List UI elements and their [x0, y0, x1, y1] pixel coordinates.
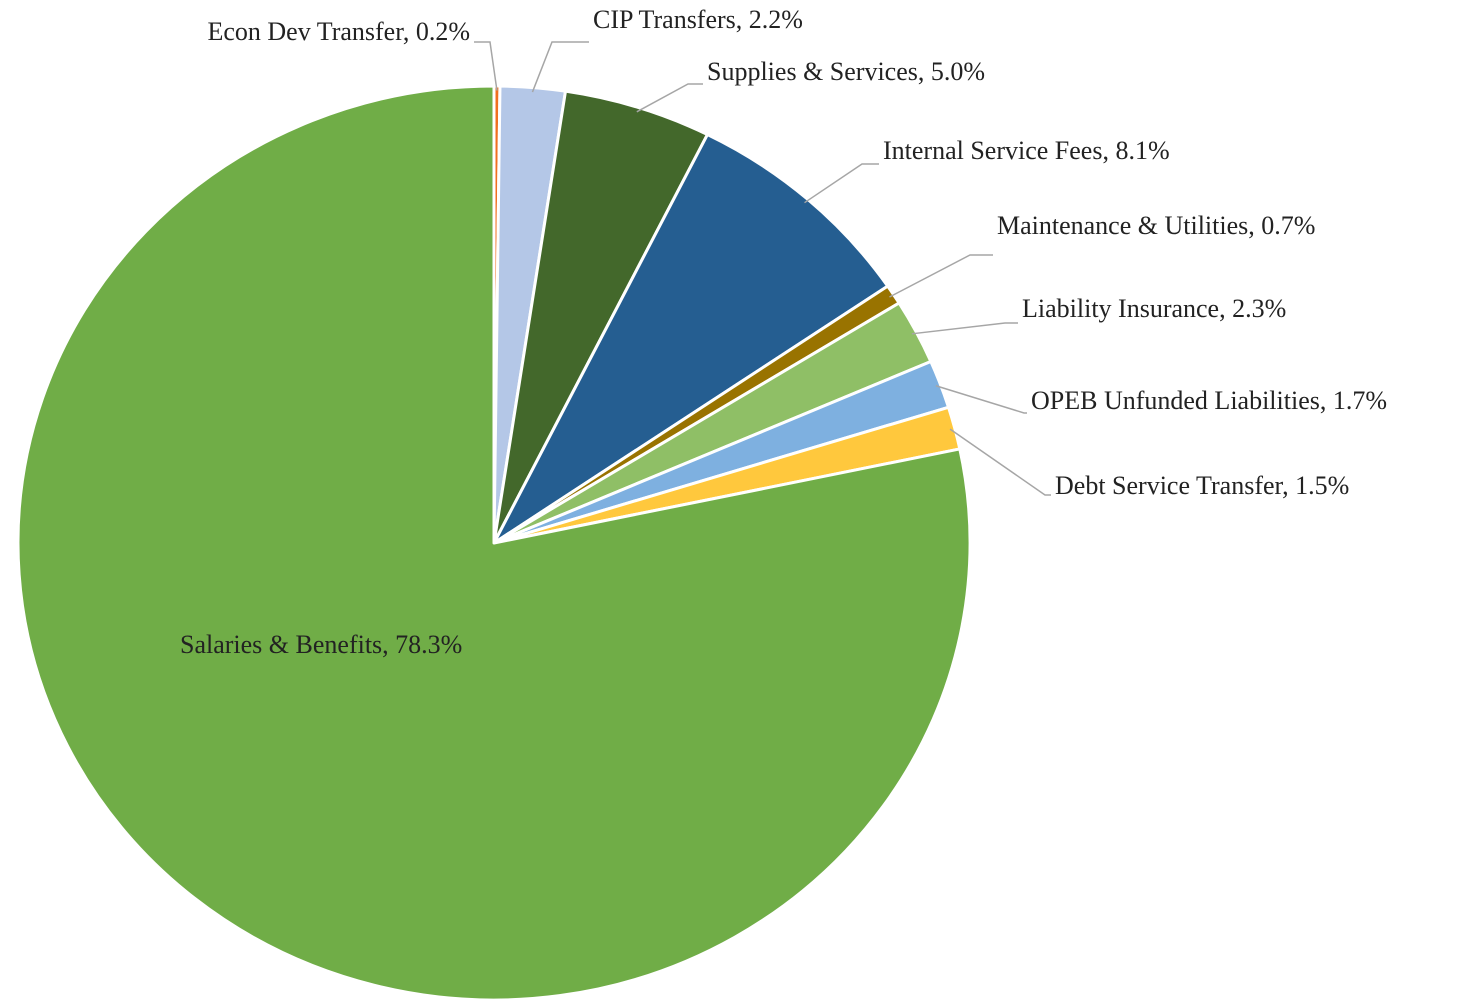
slice-label: Debt Service Transfer, 1.5% [1055, 471, 1349, 500]
slice-label: CIP Transfers, 2.2% [593, 5, 803, 34]
slice-label: Liability Insurance, 2.3% [1022, 294, 1286, 323]
pie-slice [16, 84, 972, 1001]
slice-label: Salaries & Benefits, 78.3% [180, 630, 462, 659]
pie-slice [492, 89, 709, 545]
leader-line [636, 83, 703, 113]
leader-line [935, 385, 1027, 414]
pie-slice [492, 133, 890, 545]
slice-label: OPEB Unfunded Liabilities, 1.7% [1031, 386, 1387, 415]
leader-line [474, 41, 498, 91]
leader-line [531, 41, 589, 93]
leader-line [949, 428, 1051, 496]
slice-label: Maintenance & Utilities, 0.7% [997, 211, 1315, 240]
slice-label: Econ Dev Transfer, 0.2% [207, 17, 470, 46]
leader-line [911, 322, 1018, 335]
leader-line [889, 254, 993, 298]
slice-label: Internal Service Fees, 8.1% [883, 136, 1170, 165]
slice-label: Supplies & Services, 5.0% [707, 57, 985, 86]
leader-line [804, 163, 879, 204]
